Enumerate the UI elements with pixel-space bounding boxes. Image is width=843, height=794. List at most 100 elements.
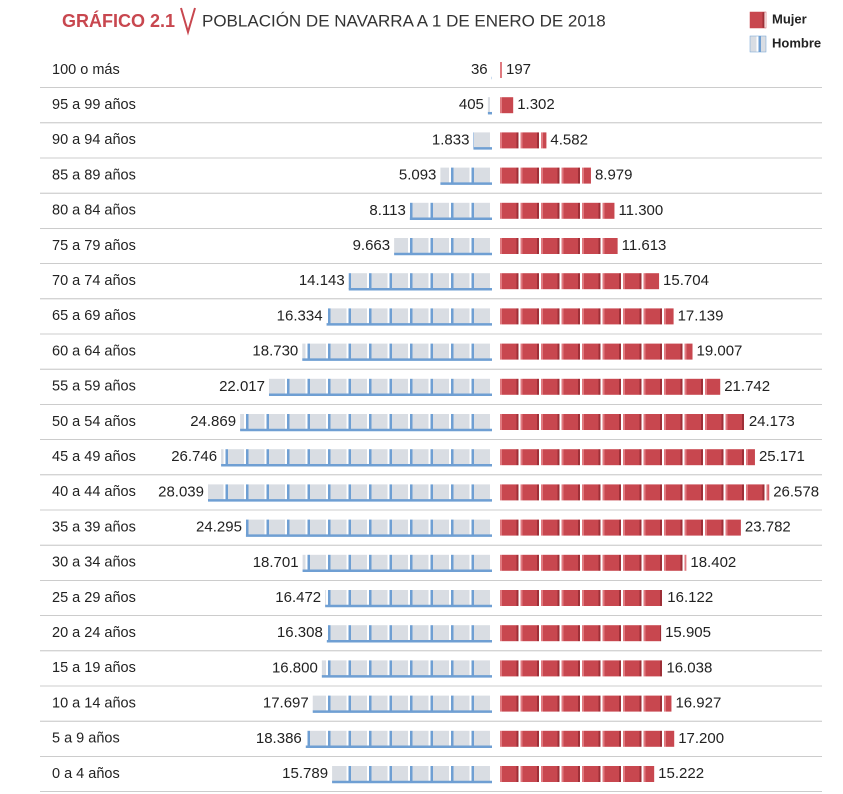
- value-label: 18.386: [256, 730, 302, 747]
- legend-label: Mujer: [772, 11, 807, 26]
- category-label: 75 a 79 años: [52, 238, 136, 254]
- category-label: 65 a 69 años: [52, 308, 136, 324]
- value-label: 15.704: [663, 272, 709, 289]
- bar-hombre: [321, 660, 492, 677]
- category-label: 90 a 94 años: [52, 132, 136, 148]
- bar-hombre: [409, 202, 492, 219]
- value-label: 23.782: [745, 519, 791, 536]
- value-label: 18.730: [252, 343, 298, 360]
- bar-hombre: [326, 308, 492, 325]
- value-label: 17.200: [678, 730, 724, 747]
- title-separator: [180, 7, 196, 36]
- bar-hombre: [348, 273, 492, 290]
- bar-mujer: [500, 695, 672, 712]
- value-label: 21.742: [724, 378, 770, 395]
- legend-swatch: [749, 11, 767, 29]
- value-label: 26.578: [773, 483, 819, 500]
- category-label: 70 a 74 años: [52, 273, 136, 289]
- value-label: 25.171: [759, 448, 805, 465]
- bar-mujer: [500, 730, 675, 747]
- value-label: 1.833: [432, 131, 470, 148]
- category-label: 35 a 39 años: [52, 519, 136, 535]
- category-label: 95 a 99 años: [52, 97, 136, 113]
- bar-hombre: [302, 343, 492, 360]
- value-label: 15.905: [665, 624, 711, 641]
- legend-swatch: [749, 35, 767, 53]
- category-label: 20 a 24 años: [52, 625, 136, 641]
- bar-mujer: [500, 238, 618, 254]
- bar-mujer: [500, 97, 514, 114]
- bar-mujer: [500, 378, 721, 395]
- value-label: 16.927: [675, 695, 721, 712]
- bar-mujer: [500, 766, 655, 782]
- bar-mujer: [500, 660, 663, 677]
- category-label: 5 a 9 años: [52, 731, 120, 747]
- category-label: 50 a 54 años: [52, 414, 136, 430]
- value-label: 24.869: [190, 413, 236, 430]
- bar-hombre: [221, 449, 492, 466]
- bar-mujer: [500, 62, 502, 78]
- category-label: 45 a 49 años: [52, 449, 136, 465]
- bar-hombre: [268, 378, 492, 395]
- value-label: 197: [506, 61, 531, 78]
- bar-mujer: [500, 132, 547, 149]
- category-label: 60 a 64 años: [52, 343, 136, 359]
- bar-hombre: [394, 238, 492, 254]
- value-label: 8.113: [369, 202, 405, 219]
- value-label: 1.302: [517, 96, 555, 113]
- value-label: 16.472: [275, 589, 321, 606]
- value-label: 24.295: [196, 519, 242, 536]
- bar-hombre: [240, 414, 492, 430]
- category-label: 80 a 84 años: [52, 203, 136, 219]
- value-label: 18.701: [253, 554, 299, 571]
- value-label: 17.139: [678, 307, 724, 324]
- value-label: 16.122: [667, 589, 713, 606]
- bar-hombre: [305, 730, 492, 747]
- value-label: 16.800: [272, 659, 318, 676]
- value-label: 16.038: [666, 659, 712, 676]
- chart-title: POBLACIÓN DE NAVARRA A 1 DE ENERO DE 201…: [202, 11, 606, 30]
- value-label: 24.173: [749, 413, 795, 430]
- bar-mujer: [500, 414, 745, 430]
- bar-mujer: [500, 554, 687, 571]
- category-label: 30 a 34 años: [52, 555, 136, 571]
- value-label: 11.613: [622, 237, 667, 254]
- bar-mujer: [500, 273, 660, 290]
- category-label: 0 a 4 años: [52, 766, 120, 782]
- value-label: 16.334: [277, 307, 323, 324]
- bar-mujer: [500, 343, 693, 360]
- bar-hombre: [473, 132, 492, 149]
- bar-mujer: [500, 202, 615, 219]
- category-label: 25 a 29 años: [52, 590, 136, 606]
- bar-hombre: [312, 695, 492, 712]
- value-label: 11.300: [618, 202, 663, 219]
- category-label: 10 a 14 años: [52, 695, 136, 711]
- value-label: 18.402: [690, 554, 736, 571]
- value-label: 4.582: [550, 131, 588, 148]
- category-label: 40 a 44 años: [52, 484, 136, 500]
- value-label: 405: [459, 96, 484, 113]
- value-label: 9.663: [353, 237, 391, 254]
- bar-mujer: [500, 625, 662, 642]
- bar-hombre: [326, 625, 492, 642]
- value-label: 5.093: [399, 167, 437, 184]
- category-label: 15 a 19 años: [52, 660, 136, 676]
- bar-hombre: [325, 590, 492, 606]
- legend-label: Hombre: [772, 35, 821, 50]
- bar-mujer: [500, 590, 664, 606]
- bar-hombre: [332, 766, 492, 782]
- bar-mujer: [500, 449, 755, 466]
- value-label: 26.746: [171, 448, 217, 465]
- bar-mujer: [500, 167, 591, 184]
- value-label: 22.017: [219, 378, 265, 395]
- bar-hombre: [440, 167, 492, 184]
- value-label: 16.308: [277, 624, 323, 641]
- value-label: 14.143: [299, 272, 345, 289]
- bar-hombre: [245, 519, 492, 536]
- value-label: 28.039: [158, 483, 204, 500]
- bar-hombre: [487, 97, 492, 114]
- category-label: 85 a 89 años: [52, 167, 136, 183]
- chart-label: GRÁFICO 2.1: [62, 10, 175, 31]
- value-label: 17.697: [263, 695, 309, 712]
